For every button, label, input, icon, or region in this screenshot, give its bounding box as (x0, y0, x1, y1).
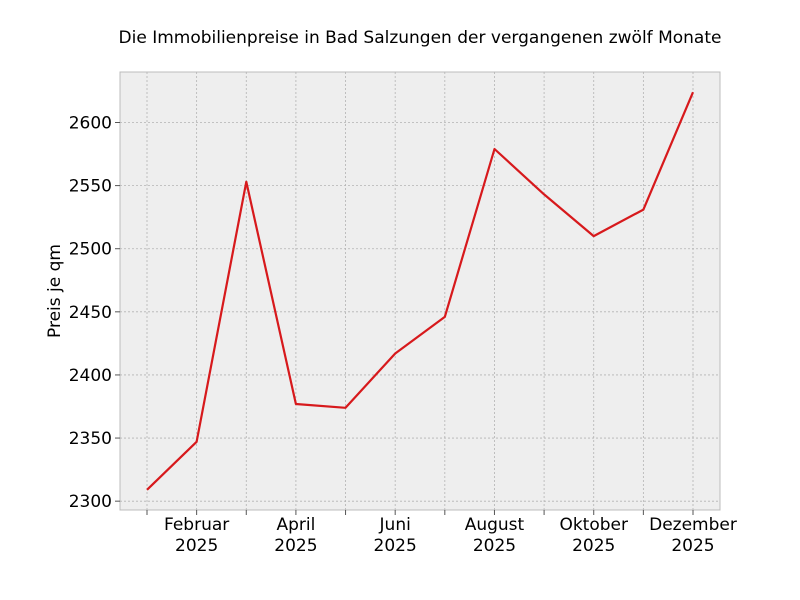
y-tick-label: 2600 (69, 113, 112, 133)
series-line (146, 91, 695, 491)
y-tick-label: 2400 (69, 366, 112, 386)
y-tick-label: 2500 (69, 240, 112, 260)
x-tick-label-year: 2025 (572, 536, 615, 556)
grid-lines (120, 72, 720, 510)
x-axis-ticks: Februar2025April2025Juni2025August2025Ok… (146, 510, 737, 556)
x-tick-label-year: 2025 (274, 536, 317, 556)
x-tick-label-month: Februar (164, 515, 229, 535)
x-tick-label-month: April (276, 515, 315, 535)
x-tick-label-year: 2025 (374, 536, 417, 556)
y-tick-label: 2550 (69, 177, 112, 197)
data-series (146, 91, 695, 491)
plot-area (119, 71, 721, 511)
chart-title: Die Immobilienpreise in Bad Salzungen de… (119, 28, 722, 48)
x-tick-label-month: Oktober (559, 515, 628, 535)
y-tick-label: 2300 (69, 492, 112, 512)
y-tick-label: 2350 (69, 429, 112, 449)
x-tick-label-year: 2025 (473, 536, 516, 556)
x-tick-label-year: 2025 (175, 536, 218, 556)
x-tick-label-month: Juni (379, 515, 411, 535)
y-axis-ticks: 2300 2350 2400 2450 2500 2550 2600 (69, 113, 120, 512)
y-tick-label: 2450 (69, 303, 112, 323)
x-tick-label-month: Dezember (649, 515, 737, 535)
x-tick-label-month: August (465, 515, 525, 535)
y-axis-label: Preis je qm (45, 244, 65, 338)
x-tick-label-year: 2025 (671, 536, 714, 556)
